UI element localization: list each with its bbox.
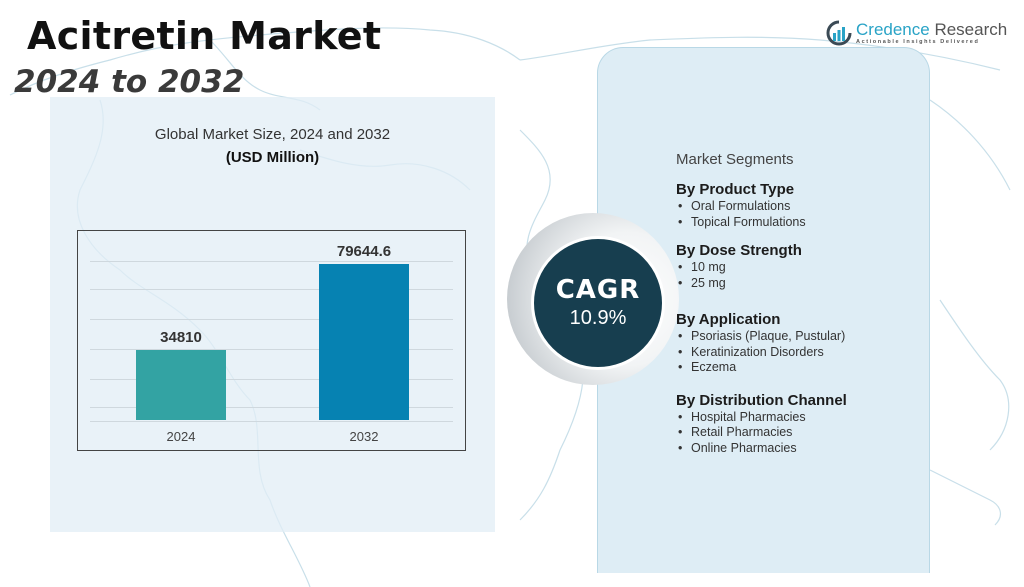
segment-group-application: By Application Psoriasis (Plaque, Pustul… (676, 311, 847, 376)
segment-title: By Application (676, 311, 781, 328)
brand-tagline: Actionable Insights Delivered (856, 39, 980, 45)
gridline (90, 349, 453, 350)
segment-title: By Distribution Channel (676, 391, 847, 409)
gridline (90, 421, 453, 422)
brand-name: Credence Research (856, 21, 1007, 38)
page-title: Acitretin Market (27, 14, 382, 58)
segments-heading: Market Segments (676, 151, 794, 168)
gridline (90, 319, 453, 320)
segment-item: Keratinization Disorders (676, 345, 847, 361)
segment-item: Topical Formulations (676, 215, 847, 231)
segment-group-distribution-channel: By Distribution Channel Hospital Pharmac… (676, 392, 847, 457)
brand-name-part1: Credence (856, 20, 930, 39)
brand-logo: Credence Research Actionable Insights De… (826, 20, 1007, 46)
segment-item: Oral Formulations (676, 199, 847, 215)
cagr-badge: CAGR 10.9% (531, 236, 665, 370)
segment-item: 25 mg (676, 276, 847, 292)
bar-chart-logo-icon (826, 20, 852, 46)
segment-item: Retail Pharmacies (676, 425, 847, 441)
bar-2032 (319, 264, 409, 420)
chart-title: Global Market Size, 2024 and 2032 (154, 126, 391, 143)
gridline (90, 261, 453, 262)
bar-2024 (136, 350, 226, 420)
chart-panel (50, 97, 495, 532)
segment-group-dose-strength: By Dose Strength 10 mg 25 mg (676, 242, 847, 291)
gridline (90, 407, 453, 408)
gridline (90, 379, 453, 380)
segment-group-product-type: By Product Type Oral Formulations Topica… (676, 181, 847, 230)
gridline (90, 289, 453, 290)
bar-chart: 34810 2024 79644.6 2032 (77, 230, 466, 451)
segment-item: Eczema (676, 360, 847, 376)
segment-item: 10 mg (676, 260, 847, 276)
x-label-2032: 2032 (349, 429, 379, 444)
segment-item: Psoriasis (Plaque, Pustular) (676, 329, 847, 345)
cagr-label: CAGR (555, 275, 641, 305)
bar-value-2024: 34810 (160, 329, 202, 346)
brand-name-part2: Research (929, 20, 1008, 39)
market-segments: Market Segments By Product Type Oral For… (676, 151, 847, 468)
cagr-value: 10.9% (569, 307, 627, 329)
segment-title: By Product Type (676, 181, 795, 198)
segment-item: Hospital Pharmacies (676, 410, 847, 426)
page-subtitle: 2024 to 2032 (14, 64, 245, 100)
chart-unit: (USD Million) (225, 149, 320, 166)
segment-title: By Dose Strength (676, 242, 802, 259)
bar-value-2032: 79644.6 (336, 243, 392, 260)
x-label-2024: 2024 (166, 429, 196, 444)
segment-item: Online Pharmacies (676, 441, 847, 457)
